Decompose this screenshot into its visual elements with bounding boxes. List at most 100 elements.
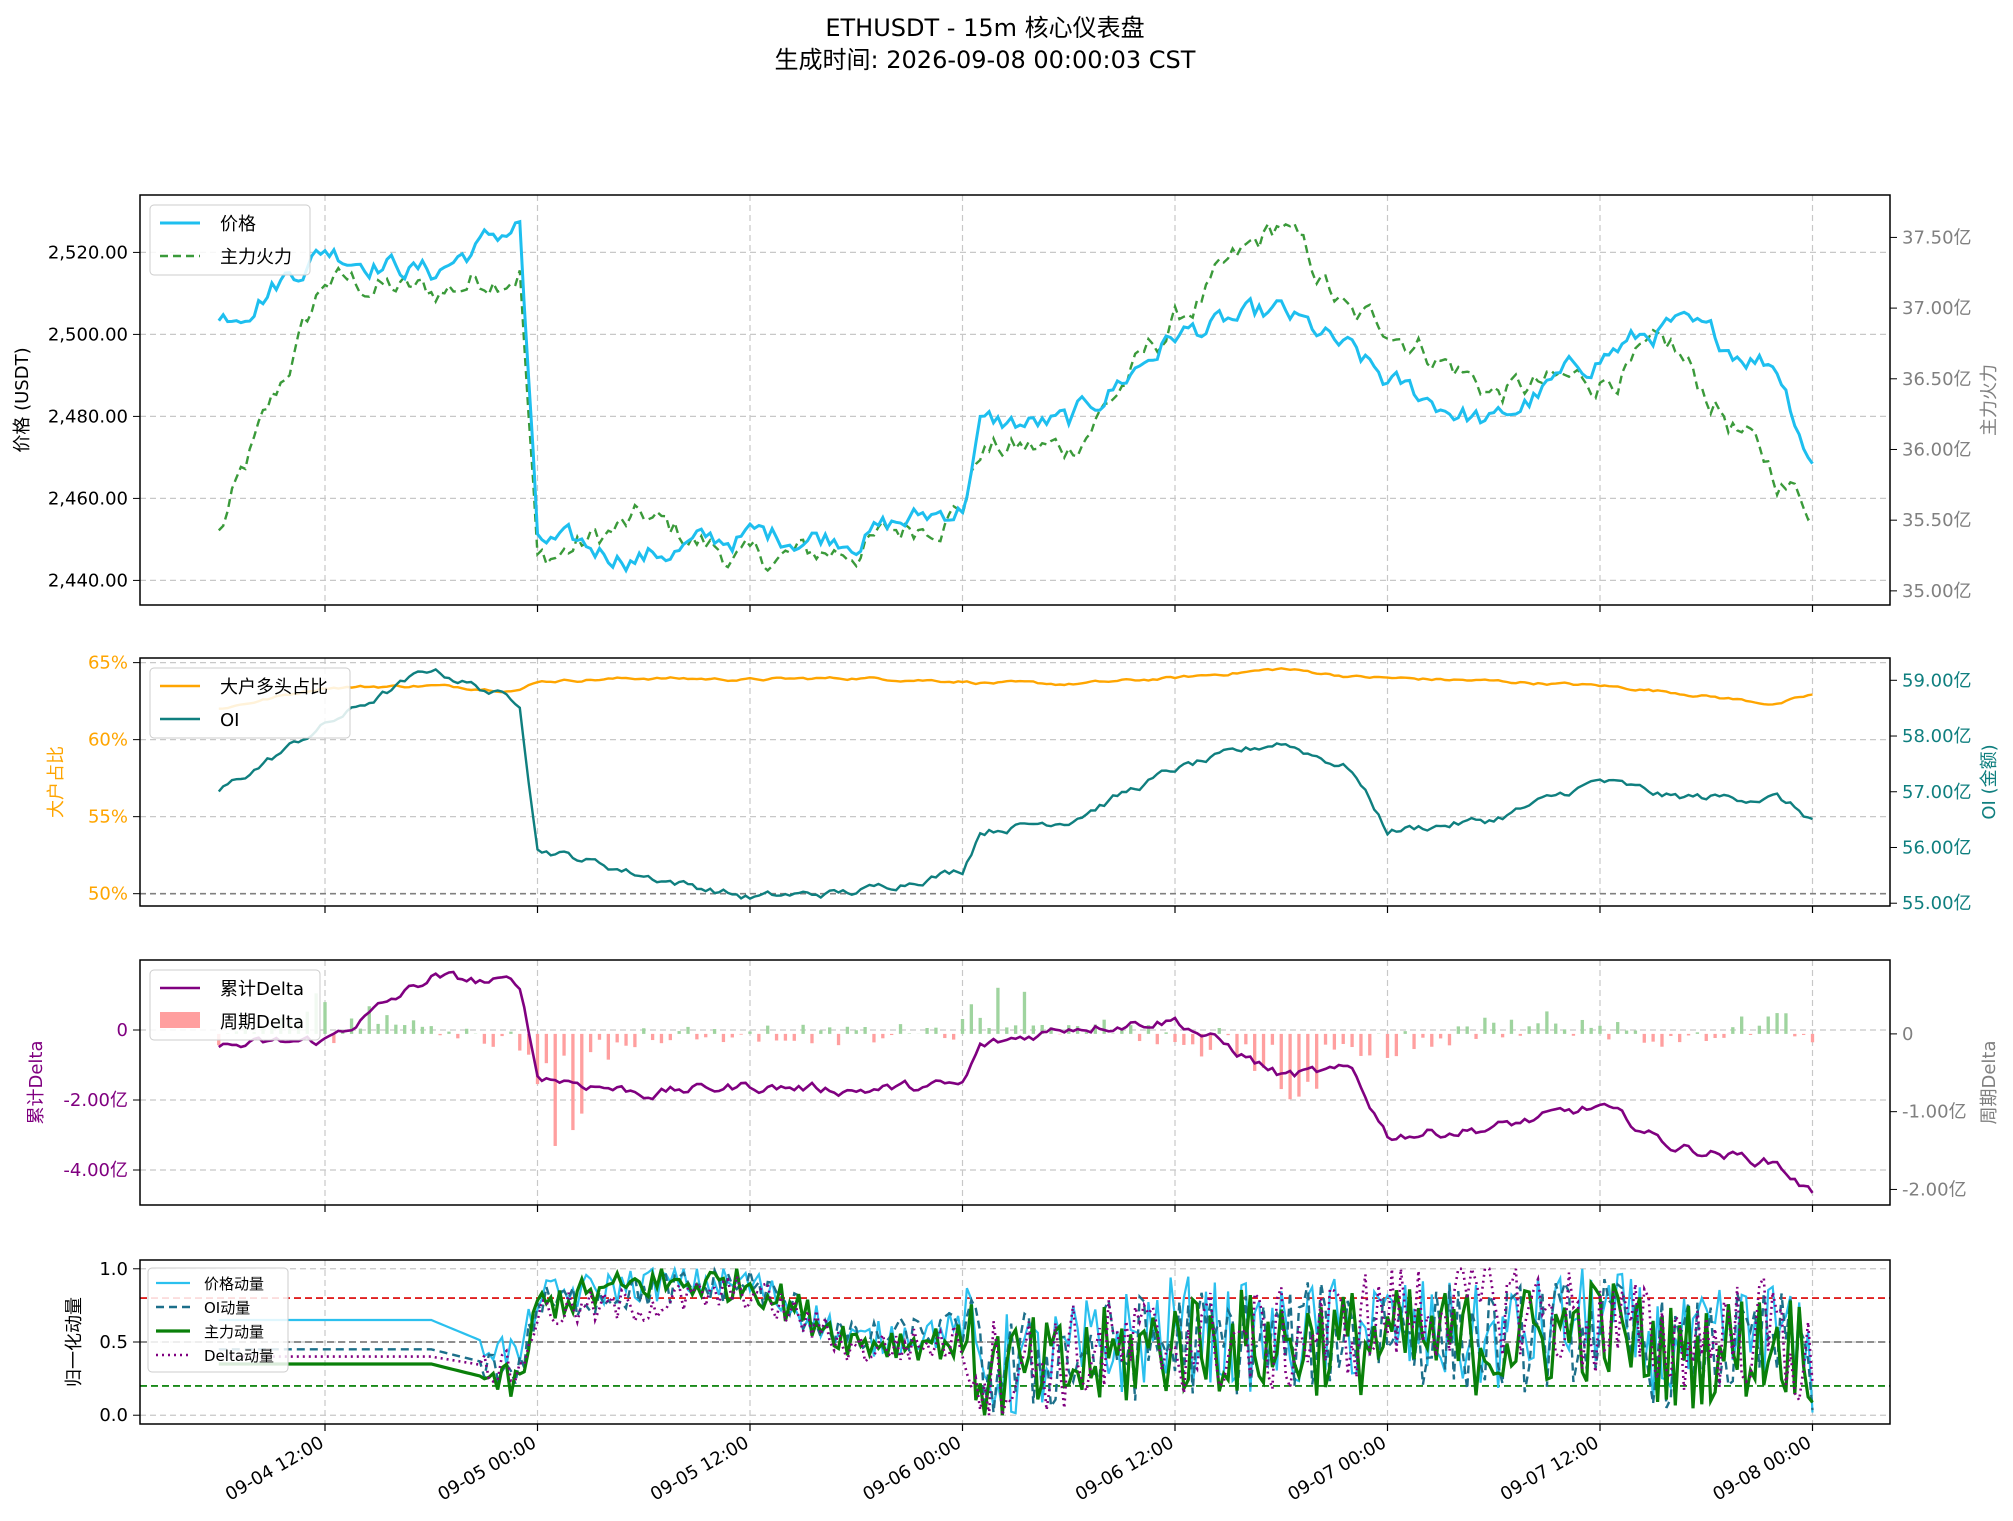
delta-bar xyxy=(1757,1025,1762,1034)
delta-bar xyxy=(1155,1033,1159,1045)
delta-bar xyxy=(1412,1033,1416,1050)
delta-bar xyxy=(1580,1019,1584,1034)
delta-bar xyxy=(792,1033,796,1041)
delta-bar xyxy=(606,1033,610,1060)
delta-bar xyxy=(1217,1028,1221,1034)
delta-bar xyxy=(456,1033,460,1039)
delta-bar xyxy=(1049,1027,1053,1034)
legend-label-cum-delta: 累计Delta xyxy=(220,979,304,1000)
delta-bar xyxy=(1633,1030,1638,1034)
y2-tick-label: 56.00亿 xyxy=(1902,837,1972,858)
delta-bar xyxy=(1315,1033,1319,1089)
delta-bar xyxy=(1607,1033,1611,1040)
delta-bar xyxy=(518,1033,522,1051)
x-tick-label: 09-06 00:00 xyxy=(859,1432,965,1505)
y2-axis-label: 主力火力 xyxy=(1979,364,2000,436)
legend-label-long-ratio: 大户多头占比 xyxy=(220,677,328,698)
y-tick-label: -4.00亿 xyxy=(63,1160,128,1181)
delta-bar xyxy=(836,1033,841,1046)
delta-bar xyxy=(1483,1017,1487,1034)
delta-bar xyxy=(1775,1013,1779,1034)
delta-bar xyxy=(1660,1033,1664,1047)
y-tick-label: -2.00亿 xyxy=(63,1090,128,1111)
y-tick-label: 0.5 xyxy=(99,1332,128,1353)
x-tick-label: 09-08 00:00 xyxy=(1709,1432,1815,1505)
legend-label-price-momentum-line: 价格动量 xyxy=(204,1275,264,1293)
delta-bar xyxy=(801,1024,805,1034)
delta-bar xyxy=(1571,1033,1576,1036)
plot-frame xyxy=(139,959,1891,1206)
delta-bar xyxy=(1766,1016,1770,1034)
y-tick-label: 2,440.00 xyxy=(48,570,128,591)
delta-bar xyxy=(1695,1032,1700,1034)
delta-bar xyxy=(1261,1033,1266,1068)
delta-bar xyxy=(349,1018,354,1034)
y-tick-label: 50% xyxy=(88,884,128,905)
delta-bar xyxy=(1686,1033,1691,1036)
delta-bar xyxy=(1589,1027,1593,1034)
x-tick-label: 09-05 00:00 xyxy=(434,1432,540,1505)
delta-bar xyxy=(376,1023,380,1034)
delta-bar xyxy=(1562,1029,1567,1034)
long-ratio-line xyxy=(218,667,1813,710)
delta-bar xyxy=(323,1002,327,1034)
legend-label-period-delta: 周期Delta xyxy=(220,1012,304,1033)
legend-label-oi-momentum-line: OI动量 xyxy=(204,1299,250,1317)
delta-bar xyxy=(943,1033,947,1039)
price-line xyxy=(217,219,1814,574)
y2-tick-label: 57.00亿 xyxy=(1902,782,1972,803)
delta-bar xyxy=(704,1033,708,1038)
delta-bar xyxy=(1438,1033,1443,1039)
delta-bar xyxy=(881,1033,885,1039)
y-tick-label: 65% xyxy=(88,653,128,674)
delta-bar xyxy=(1492,1022,1496,1034)
delta-bar xyxy=(597,1033,602,1040)
delta-bar xyxy=(1456,1026,1460,1034)
delta-bar xyxy=(1447,1033,1452,1046)
delta-bar xyxy=(1253,1033,1257,1071)
delta-bar xyxy=(863,1027,867,1034)
delta-bar xyxy=(465,1028,469,1034)
delta-bar xyxy=(819,1030,823,1034)
delta-bar xyxy=(1341,1033,1345,1044)
delta-bar xyxy=(766,1025,770,1034)
delta-bar xyxy=(553,1033,557,1146)
delta-bar xyxy=(447,1031,451,1034)
plot-area xyxy=(140,658,1890,906)
delta-bar xyxy=(730,1033,734,1038)
delta-bar xyxy=(1244,1033,1248,1045)
delta-bar xyxy=(1385,1033,1390,1058)
delta-bar xyxy=(562,1033,566,1056)
delta-bar xyxy=(1784,1013,1788,1034)
delta-bar xyxy=(1129,1025,1133,1034)
delta-bar xyxy=(1740,1016,1744,1034)
delta-bar xyxy=(1598,1025,1602,1034)
delta-bar xyxy=(1359,1033,1363,1056)
delta-bar xyxy=(367,1006,371,1034)
delta-bar xyxy=(845,1026,850,1034)
y-tick-label: 55% xyxy=(88,807,128,828)
panel-ratio_oi: 50% 55% 60% 65% 55.00亿 56.00亿 57.00亿 58.00亿 59.0… xyxy=(46,653,2000,915)
y2-axis-label: 周期Delta xyxy=(1979,1040,2000,1124)
delta-bar xyxy=(1810,1033,1815,1043)
delta-bar xyxy=(969,1004,974,1034)
figure-subtitle: 生成时间: 2026-09-08 00:00:03 CST xyxy=(775,46,1196,74)
y-tick-label: 2,460.00 xyxy=(48,488,128,509)
delta-bar xyxy=(1208,1033,1213,1050)
panel-delta: -4.00亿 -2.00亿 0 -2.00亿 -1.00亿 0 累计Delta 周期Delta… xyxy=(26,959,2000,1212)
delta-bar xyxy=(721,1033,726,1043)
delta-bar xyxy=(535,1033,540,1085)
delta-bar xyxy=(1013,1025,1018,1034)
delta-bar xyxy=(668,1033,672,1041)
delta-bar xyxy=(1368,1033,1372,1056)
delta-bar xyxy=(411,1020,416,1034)
delta-bar xyxy=(615,1033,619,1043)
delta-bar xyxy=(633,1033,637,1048)
delta-bar xyxy=(1403,1031,1407,1034)
y-axis-label: 累计Delta xyxy=(26,1040,47,1124)
delta-bar xyxy=(1430,1033,1434,1047)
delta-bar xyxy=(925,1027,929,1034)
delta-bar xyxy=(509,1031,513,1034)
delta-bar xyxy=(987,1028,991,1034)
